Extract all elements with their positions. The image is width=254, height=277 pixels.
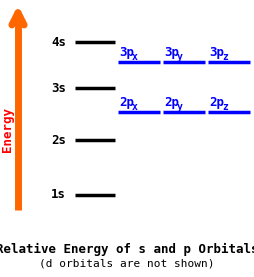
- Text: 4s: 4s: [51, 35, 66, 48]
- Text: 3p: 3p: [164, 46, 179, 59]
- Text: x: x: [132, 102, 138, 112]
- Text: 2p: 2p: [209, 96, 224, 109]
- Text: 2p: 2p: [119, 96, 134, 109]
- Text: (d orbitals are not shown): (d orbitals are not shown): [39, 258, 215, 268]
- Text: x: x: [132, 52, 138, 62]
- Text: y: y: [177, 102, 183, 112]
- Text: 3p: 3p: [119, 46, 134, 59]
- Text: Relative Energy of s and p Orbitals: Relative Energy of s and p Orbitals: [0, 242, 254, 256]
- Text: 1s: 1s: [51, 189, 66, 201]
- Text: Energy: Energy: [2, 107, 14, 153]
- Text: y: y: [177, 52, 183, 62]
- Text: 2s: 2s: [51, 134, 66, 147]
- Text: z: z: [222, 102, 228, 112]
- Text: 2p: 2p: [164, 96, 179, 109]
- Text: z: z: [222, 52, 228, 62]
- Text: 3p: 3p: [209, 46, 224, 59]
- Text: 3s: 3s: [51, 81, 66, 94]
